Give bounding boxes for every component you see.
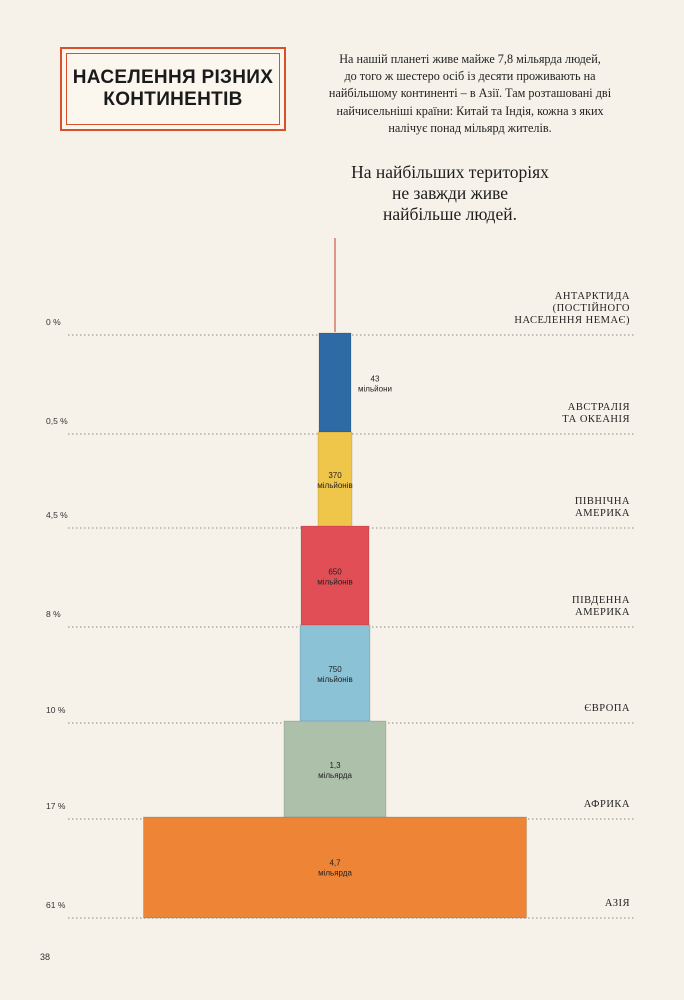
intro-line: На нашій планеті живе майже 7,8 мільярда… bbox=[339, 52, 601, 66]
tier-bar bbox=[318, 332, 352, 435]
continent-label: АМЕРИКА bbox=[575, 508, 630, 519]
page-title-line2: континентів bbox=[103, 89, 243, 110]
tier-value-label: 750 bbox=[328, 665, 342, 674]
continent-label: ТА ОКЕАНІЯ bbox=[562, 414, 630, 425]
continent-label: (ПОСТІЙНОГО bbox=[553, 302, 630, 314]
tier-bar bbox=[300, 525, 370, 628]
intro-line: налічує понад мільярд жителів. bbox=[388, 120, 552, 135]
tier-value-label: мільйони bbox=[358, 385, 392, 394]
tier-value-label: 4,7 bbox=[329, 859, 341, 868]
continent-label: АЗІЯ bbox=[605, 898, 630, 909]
subtitle-line: не завжди живе bbox=[391, 183, 509, 203]
tier-value-label: 43 bbox=[371, 375, 380, 384]
percent-label: 4,5 % bbox=[46, 510, 68, 520]
tier-value-label: 650 bbox=[328, 568, 342, 577]
intro-line: найчисельніші країни: Китай та Індія, ко… bbox=[336, 103, 604, 118]
tier-value-label: 370 bbox=[328, 471, 342, 480]
percent-label: 17 % bbox=[46, 801, 66, 811]
tier-value-label: 1,3 bbox=[329, 761, 341, 770]
chart-subtitle: На найбільших територіях не завжди живе … bbox=[330, 162, 570, 225]
page-title: Населення різних континентів bbox=[73, 67, 273, 111]
tier-bar bbox=[283, 720, 387, 820]
continent-label: ЄВРОПА bbox=[584, 703, 630, 714]
tier-value-label: мільйонів bbox=[317, 675, 352, 684]
percent-label: 0,5 % bbox=[46, 416, 68, 426]
percent-label: 10 % bbox=[46, 705, 66, 715]
continent-label: НАСЕЛЕННЯ НЕМАЄ) bbox=[514, 315, 630, 326]
tier-value-label: мільярда bbox=[318, 771, 352, 780]
tier-value-label: мільйонів bbox=[317, 578, 352, 587]
continent-label: АМЕРИКА bbox=[575, 607, 630, 618]
continent-label: ПІВДЕННА bbox=[572, 595, 630, 606]
percent-label: 0 % bbox=[46, 317, 61, 327]
percent-label: 61 % bbox=[46, 900, 66, 910]
continent-label: АНТАРКТИДА bbox=[555, 291, 630, 302]
tier-value-label: мільярда bbox=[318, 869, 352, 878]
intro-line: до того ж шестеро осіб із десяти прожива… bbox=[344, 69, 596, 84]
tier-bar bbox=[317, 431, 353, 529]
tier-bar bbox=[299, 624, 371, 724]
page-number: 38 bbox=[40, 952, 51, 962]
percent-label: 8 % bbox=[46, 609, 61, 619]
intro-text: На нашій планеті живе майже 7,8 мільярда… bbox=[305, 51, 635, 137]
tier-value-label: мільйонів bbox=[317, 481, 352, 490]
subtitle-line: На найбільших територіях bbox=[351, 162, 549, 182]
continent-label: АВСТРАЛІЯ bbox=[568, 402, 630, 413]
tier-bar bbox=[143, 816, 527, 919]
title-box-inner: Населення різних континентів bbox=[66, 53, 280, 125]
subtitle-line: найбільше людей. bbox=[383, 204, 517, 224]
page-title-line1: Населення різних bbox=[72, 67, 274, 88]
title-box: Населення різних континентів bbox=[60, 47, 286, 131]
continent-label: АФРИКА bbox=[584, 799, 630, 810]
intro-line: найбільшому континенті – в Азії. Там роз… bbox=[328, 86, 612, 101]
continent-label: ПІВНІЧНА bbox=[575, 496, 630, 507]
